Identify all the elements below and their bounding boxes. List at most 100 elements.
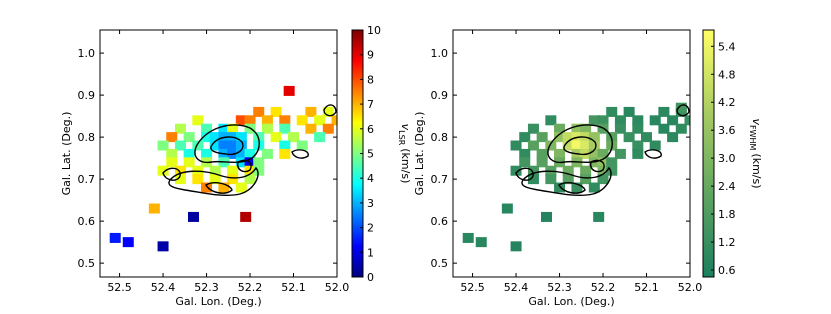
x-tick-label: 52.1 — [281, 281, 306, 294]
contour — [521, 166, 612, 197]
heatmap-cell — [614, 115, 626, 126]
colorbar-tick-label: 5.4 — [718, 40, 736, 53]
heatmap-cell — [174, 123, 186, 134]
colorbar-tick-label: 0.6 — [718, 264, 736, 277]
heatmap-cell — [187, 211, 199, 222]
heatmap-cell — [510, 241, 522, 252]
y-tick-label: 0.6 — [431, 215, 449, 228]
heatmap-cell — [554, 132, 566, 143]
colorbar-tick-label: 1.2 — [718, 236, 736, 249]
y-axis-label: Gal. Lat. (Deg.) — [60, 112, 73, 196]
contour — [236, 159, 252, 173]
heatmap-cell — [240, 211, 252, 222]
heatmap-cell — [218, 123, 230, 134]
heatmap-cell — [588, 140, 600, 151]
heatmap-cell — [571, 123, 583, 134]
heatmap-cell — [192, 115, 204, 126]
x-tick-label: 52.0 — [678, 281, 703, 294]
heatmap-cell — [580, 123, 592, 134]
heatmap-cell — [244, 174, 256, 185]
colorbar-label: vLSR (km/s) — [397, 124, 412, 184]
heatmap-cell — [632, 123, 644, 134]
x-tick-label: 52.4 — [151, 281, 176, 294]
contour — [205, 182, 233, 194]
heatmap-cell — [527, 165, 539, 176]
contour — [676, 104, 690, 117]
contour — [291, 149, 309, 159]
heatmap-cell — [314, 132, 326, 143]
colorbar-symbol: v — [399, 124, 412, 131]
y-tick-label: 0.5 — [78, 257, 96, 270]
heatmap-cell — [261, 148, 273, 159]
heatmap-cell — [649, 115, 661, 126]
heatmap-cell — [244, 148, 256, 159]
heatmap-cell — [562, 132, 574, 143]
contour — [515, 167, 534, 181]
y-axis-label: Gal. Lat. (Deg.) — [413, 112, 426, 196]
colorbar-tick-label: 4 — [367, 172, 374, 185]
heatmap-cell — [588, 115, 600, 126]
contours — [162, 104, 337, 197]
heatmap-cell — [519, 157, 531, 168]
heatmap-cell — [623, 132, 635, 143]
y-tick-label: 0.7 — [431, 173, 449, 186]
heatmap-cell — [510, 165, 522, 176]
heatmap-cell — [510, 140, 522, 151]
heatmap-cell — [597, 115, 609, 126]
heatmap-cell — [166, 148, 178, 159]
colorbar-tick-label: 4.8 — [718, 68, 736, 81]
heatmap-cell — [270, 106, 282, 117]
heatmap-cell — [288, 132, 300, 143]
heatmap-cell — [201, 123, 213, 134]
heatmap-cell — [279, 123, 291, 134]
contour — [547, 124, 613, 164]
heatmap-cell — [632, 115, 644, 126]
heatmap-cell — [227, 174, 239, 185]
heatmap-cell — [606, 157, 618, 168]
heatmap-cell — [305, 123, 317, 134]
heatmap-cell — [253, 157, 265, 168]
heatmap-cell — [192, 140, 204, 151]
heatmap-cell — [462, 232, 474, 243]
colorbar-tick-label: 1.8 — [718, 208, 736, 221]
heatmap-cell — [166, 132, 178, 143]
contour — [210, 136, 244, 156]
y-tick-label: 0.5 — [431, 257, 449, 270]
heatmap-cell — [261, 123, 273, 134]
contours — [515, 104, 690, 197]
x-tick-label: 52.3 — [547, 281, 572, 294]
heatmap-cell — [209, 174, 221, 185]
heatmap-cell — [235, 115, 247, 126]
heatmap-cell — [109, 232, 121, 243]
heatmap-cell — [157, 165, 169, 176]
heatmap-cell — [667, 132, 679, 143]
heatmap-cell — [174, 140, 186, 151]
y-tick-label: 0.8 — [78, 131, 96, 144]
heatmap-cell — [614, 123, 626, 134]
x-tick-label: 52.1 — [634, 281, 659, 294]
y-tick-label: 0.7 — [78, 173, 96, 186]
contour — [644, 149, 662, 159]
heatmap-cell — [614, 148, 626, 159]
heatmap-cell — [283, 85, 295, 96]
colorbar-subscript: FWHM — [748, 125, 757, 151]
heatmap-cell — [183, 148, 195, 159]
heatmap-cell — [183, 157, 195, 168]
heatmap-cell — [209, 140, 221, 151]
heatmap-cell — [632, 140, 644, 151]
heatmap-cell — [554, 182, 566, 193]
y-tick-label: 0.9 — [78, 89, 96, 102]
heatmap-cell — [501, 203, 513, 214]
heatmap-cell — [174, 174, 186, 185]
heatmap-cell — [519, 132, 531, 143]
x-tick-label: 52.4 — [504, 281, 529, 294]
heatmap-cell — [322, 106, 334, 117]
contour — [558, 182, 586, 194]
heatmap-cell — [536, 157, 548, 168]
heatmap-cell — [157, 241, 169, 252]
heatmap-cell — [588, 182, 600, 193]
colorbar-symbol: v — [750, 118, 763, 125]
heatmap-cell — [183, 132, 195, 143]
heatmap-cell — [580, 140, 592, 151]
heatmap-cell — [588, 132, 600, 143]
